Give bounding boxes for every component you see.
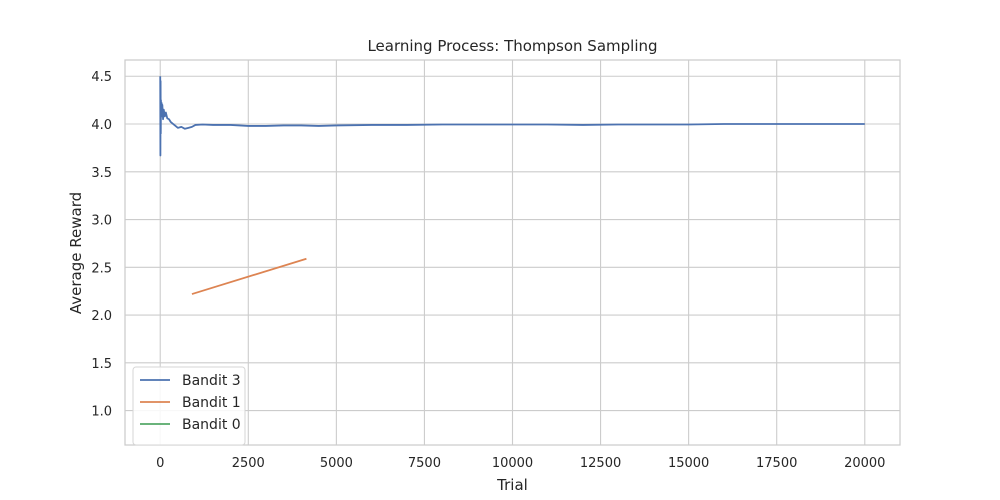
- ticks: 0 2500 5000 7500 10000 12500 15000 17500 20000 1.…: [91, 70, 885, 471]
- x-tick-label: 15000: [668, 456, 709, 471]
- chart-title: Learning Process: Thompson Sampling: [367, 37, 657, 55]
- y-tick-label: 4.0: [91, 118, 112, 133]
- y-tick-label: 1.0: [91, 405, 112, 420]
- series-line-bandit-1: [191, 257, 307, 295]
- x-tick-label: 5000: [320, 456, 353, 471]
- legend-label: Bandit 3: [182, 373, 241, 389]
- y-tick-label: 3.0: [91, 214, 112, 229]
- series-line-bandit-3: [159, 76, 865, 157]
- legend-label: Bandit 0: [182, 417, 241, 433]
- y-tick-label: 2.5: [91, 261, 112, 276]
- y-tick-label: 4.5: [91, 70, 112, 85]
- legend-label: Bandit 1: [182, 395, 241, 411]
- x-tick-label: 20000: [844, 456, 885, 471]
- y-tick-label: 2.0: [91, 309, 112, 324]
- plot-frame: [124, 59, 901, 446]
- x-tick-label: 17500: [756, 456, 797, 471]
- x-tick-label: 10000: [492, 456, 533, 471]
- y-tick-label: 1.5: [91, 357, 112, 372]
- x-tick-label: 12500: [580, 456, 621, 471]
- legend-box: [132, 366, 246, 446]
- x-tick-label: 7500: [408, 456, 441, 471]
- y-tick-label: 3.5: [91, 166, 112, 181]
- legend: Bandit 3 Bandit 1 Bandit 0: [132, 366, 246, 446]
- x-tick-label: 0: [156, 456, 164, 471]
- y-axis-title: Average Reward: [67, 192, 85, 314]
- series-layer: [159, 76, 865, 295]
- x-axis-title: Trial: [496, 476, 528, 494]
- x-tick-label: 2500: [232, 456, 265, 471]
